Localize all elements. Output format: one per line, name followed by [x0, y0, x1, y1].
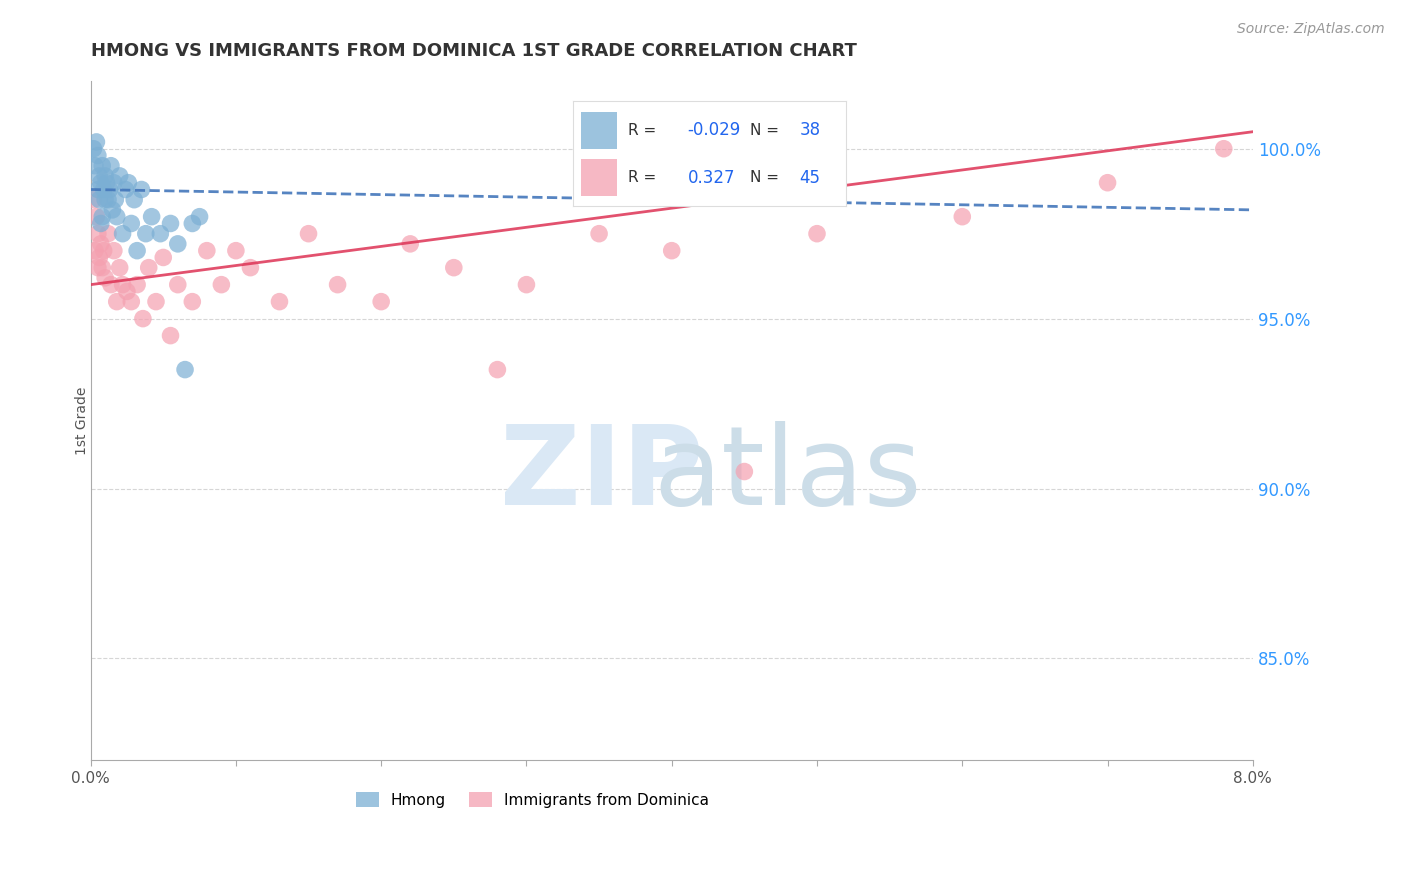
Point — [443, 260, 465, 275]
Point — [108, 169, 131, 183]
Point — [1097, 176, 1119, 190]
Point — [159, 217, 181, 231]
Point — [239, 260, 262, 275]
Point — [84, 244, 107, 258]
Point — [115, 285, 138, 299]
Point — [97, 227, 120, 241]
Point — [188, 210, 211, 224]
Point — [101, 202, 124, 217]
Point — [1212, 142, 1234, 156]
Point — [131, 182, 153, 196]
Text: Source: ZipAtlas.com: Source: ZipAtlas.com — [1237, 22, 1385, 37]
Point — [98, 182, 121, 196]
Point — [90, 176, 112, 190]
Point — [269, 294, 291, 309]
Point — [114, 182, 136, 196]
Point — [94, 270, 117, 285]
Point — [100, 277, 122, 292]
Point — [91, 210, 114, 224]
Point — [86, 210, 108, 224]
Text: atlas: atlas — [654, 421, 922, 528]
Point — [515, 277, 537, 292]
Point — [87, 227, 110, 241]
Point — [94, 169, 117, 183]
Point — [87, 260, 110, 275]
Point — [399, 236, 422, 251]
Point — [141, 210, 163, 224]
Point — [105, 294, 128, 309]
Point — [120, 294, 142, 309]
Y-axis label: 1st Grade: 1st Grade — [76, 386, 90, 455]
Point — [132, 311, 155, 326]
Text: HMONG VS IMMIGRANTS FROM DOMINICA 1ST GRADE CORRELATION CHART: HMONG VS IMMIGRANTS FROM DOMINICA 1ST GR… — [90, 42, 856, 60]
Point — [127, 277, 149, 292]
Point — [806, 227, 828, 241]
Point — [152, 251, 174, 265]
Point — [588, 227, 610, 241]
Point — [96, 176, 118, 190]
Point — [733, 465, 755, 479]
Point — [326, 277, 349, 292]
Point — [83, 193, 105, 207]
Point — [87, 182, 110, 196]
Point — [209, 277, 232, 292]
Point — [93, 182, 115, 196]
Point — [87, 148, 110, 162]
Point — [103, 244, 125, 258]
Point — [90, 217, 112, 231]
Point — [93, 244, 115, 258]
Point — [108, 260, 131, 275]
Point — [94, 193, 117, 207]
Point — [104, 193, 127, 207]
Point — [135, 227, 157, 241]
Point — [181, 217, 204, 231]
Point — [103, 176, 125, 190]
Point — [89, 251, 111, 265]
Point — [297, 227, 319, 241]
Point — [486, 362, 509, 376]
Text: ZIP: ZIP — [501, 421, 703, 528]
Point — [950, 210, 973, 224]
Point — [159, 328, 181, 343]
Point — [83, 142, 105, 156]
Point — [100, 159, 122, 173]
Point — [89, 193, 111, 207]
Point — [195, 244, 218, 258]
Point — [145, 294, 167, 309]
Point — [111, 277, 134, 292]
Point — [91, 260, 114, 275]
Point — [174, 362, 197, 376]
Point — [91, 159, 114, 173]
Point — [122, 193, 145, 207]
Point — [105, 210, 128, 224]
Point — [111, 227, 134, 241]
Point — [89, 169, 111, 183]
Legend: Hmong, Immigrants from Dominica: Hmong, Immigrants from Dominica — [350, 786, 716, 814]
Point — [90, 236, 112, 251]
Point — [120, 217, 142, 231]
Point — [166, 236, 188, 251]
Point — [370, 294, 392, 309]
Point — [127, 244, 149, 258]
Point — [117, 176, 139, 190]
Point — [181, 294, 204, 309]
Point — [86, 135, 108, 149]
Point — [97, 193, 120, 207]
Point — [225, 244, 247, 258]
Point — [149, 227, 172, 241]
Point — [661, 244, 683, 258]
Point — [138, 260, 160, 275]
Point — [84, 159, 107, 173]
Point — [166, 277, 188, 292]
